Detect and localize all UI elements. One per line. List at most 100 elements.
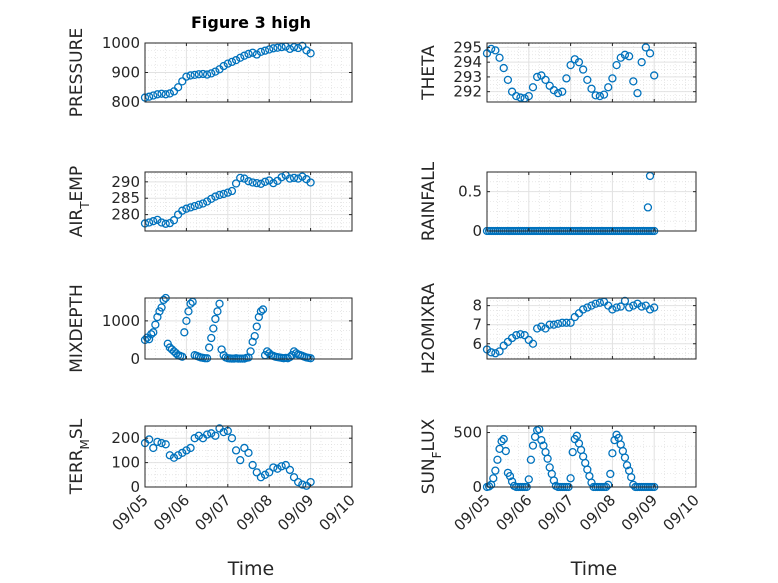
axes-box [144, 425, 353, 488]
data-point [186, 71, 195, 80]
data-point [144, 218, 154, 227]
data-point [157, 438, 166, 448]
data-point [252, 50, 261, 59]
data-point [298, 480, 307, 489]
y-tick-label: 295 [453, 38, 482, 56]
data-point [165, 451, 174, 460]
data-point [157, 218, 166, 227]
data-point [277, 173, 286, 182]
data-point [223, 188, 232, 197]
data-point [256, 179, 266, 188]
data-point [289, 473, 299, 482]
data-point [306, 354, 315, 363]
x-tick-label: 09/08 [233, 491, 276, 534]
data-point [566, 474, 575, 483]
data-point [499, 63, 508, 73]
axes-box [486, 42, 697, 103]
figure-title: Figure 3 high [191, 13, 311, 32]
data-point [285, 44, 295, 54]
x-tick-label: 09/10 [660, 491, 703, 534]
data-point [566, 60, 575, 70]
data-point [252, 322, 261, 331]
data-point [194, 431, 203, 440]
data-point [219, 189, 228, 199]
data-point [624, 303, 634, 312]
data-point [583, 75, 592, 85]
x-tick-label: 09/06 [492, 491, 535, 534]
data-point [553, 89, 563, 98]
y-tick-label: 7 [472, 316, 482, 334]
data-point [507, 87, 517, 96]
data-point [236, 173, 245, 183]
data-point [497, 437, 506, 446]
data-point [250, 331, 259, 341]
data-point [612, 303, 621, 312]
y-tick-label: 500 [453, 424, 482, 442]
data-point [240, 443, 249, 453]
data-point [178, 352, 187, 361]
data-point [186, 443, 195, 453]
data-point [161, 90, 170, 99]
y-axis-label: THETA [419, 45, 439, 101]
data-point [236, 53, 245, 62]
data-point [568, 447, 577, 457]
data-point [306, 178, 315, 187]
data-point [219, 427, 228, 437]
data-point [173, 83, 183, 92]
y-tick-label: 1000 [102, 312, 140, 330]
data-point [629, 77, 638, 86]
data-point [620, 296, 630, 306]
data-point [512, 331, 521, 340]
data-point [574, 58, 584, 67]
data-point [180, 328, 189, 337]
data-point [236, 456, 245, 465]
data-point [612, 60, 621, 70]
data-point [595, 91, 605, 101]
data-point [161, 440, 170, 449]
data-point [533, 72, 542, 82]
data-point [153, 437, 162, 447]
data-point [549, 320, 559, 329]
subplot-sun-flux: 0 500 SUNFLUX 09/0509/0609/0709/0809/0909/1… [419, 418, 703, 534]
data-point [269, 463, 278, 472]
data-point [244, 448, 253, 457]
data-point [285, 465, 295, 475]
data-point [537, 322, 546, 331]
subplot-h2omixra: 678 H2OMIXRA [419, 283, 697, 374]
data-point [223, 59, 232, 68]
data-point [637, 302, 646, 311]
data-point [298, 172, 307, 181]
x-tick-label: 09/06 [150, 491, 193, 534]
data-point [231, 55, 241, 65]
data-point [587, 301, 596, 310]
data-point [190, 434, 199, 443]
data-point [606, 469, 615, 479]
data-point [516, 93, 525, 102]
data-point [645, 49, 655, 58]
data-point [202, 70, 212, 79]
data-point [165, 89, 174, 98]
data-point [211, 192, 220, 201]
data-point [487, 44, 496, 54]
data-point [633, 89, 642, 98]
data-point [256, 47, 266, 56]
data-point [501, 446, 510, 456]
data-point [248, 48, 257, 57]
data-point [650, 303, 659, 312]
y-axis-label: AIRTEMP [67, 166, 92, 237]
data-point [495, 347, 504, 356]
data-point [147, 330, 156, 339]
data-point [624, 52, 634, 61]
data-point [178, 77, 187, 86]
data-point [161, 219, 170, 228]
y-tick-label: 0.5 [458, 183, 482, 201]
data-point [144, 335, 154, 344]
subplot-pressure: 800 900 1000 PRESSURE [67, 28, 353, 117]
data-point [149, 328, 158, 337]
y-tick-label: 0 [130, 350, 140, 368]
data-point [244, 177, 253, 186]
data-point [505, 471, 515, 481]
data-point [169, 216, 179, 225]
data-point [260, 470, 270, 479]
data-point [558, 318, 567, 327]
